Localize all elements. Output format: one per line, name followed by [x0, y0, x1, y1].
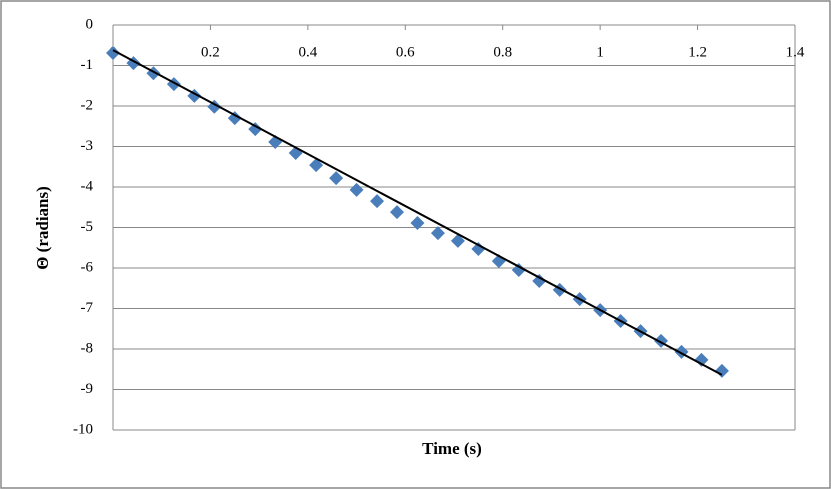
point — [430, 226, 445, 241]
x-tick-label: 1.2 — [688, 44, 707, 60]
x-tick-label: 0.8 — [493, 44, 512, 60]
y-tick-label: 0 — [86, 16, 94, 32]
trendline — [112, 49, 723, 376]
point — [390, 205, 405, 220]
point — [248, 122, 263, 137]
y-tick-label: -4 — [81, 178, 94, 194]
point — [471, 241, 486, 256]
x-tick-label: 0.2 — [201, 44, 220, 60]
y-tick-label: -8 — [81, 340, 94, 356]
point — [329, 171, 344, 186]
point — [532, 273, 547, 288]
y-tick-label: -5 — [81, 219, 94, 235]
x-tick-label: 1.4 — [786, 44, 805, 60]
point — [694, 352, 709, 367]
y-tick-label: -6 — [81, 259, 94, 275]
point — [349, 182, 364, 197]
point — [370, 194, 385, 209]
x-axis-label: Time (s) — [422, 439, 482, 458]
y-tick-label: -2 — [81, 97, 94, 113]
point — [714, 363, 729, 378]
point — [410, 216, 425, 231]
point — [309, 158, 324, 173]
x-tick-label: 1 — [596, 44, 604, 60]
point — [491, 254, 506, 269]
point — [106, 45, 120, 60]
x-tick-label: 0.6 — [396, 44, 415, 60]
point — [511, 263, 526, 278]
y-axis-label: Θ (radians) — [33, 186, 52, 270]
y-tick-label: -3 — [81, 138, 94, 154]
point — [227, 111, 242, 126]
y-tick-label: -1 — [81, 57, 94, 73]
point — [450, 233, 465, 248]
x-tick-label: 0.4 — [298, 44, 317, 60]
y-tick-label: -7 — [81, 300, 94, 316]
y-tick-label: -9 — [81, 381, 94, 397]
y-tick-label: -10 — [73, 421, 93, 437]
